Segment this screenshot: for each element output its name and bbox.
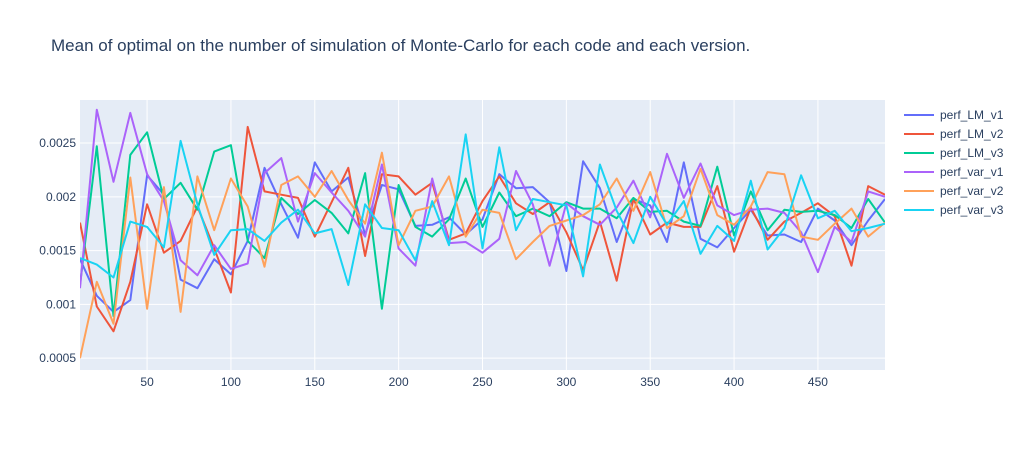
x-tick-label: 350 [640,375,660,389]
x-tick-label: 200 [389,375,409,389]
series-line-perf-var-v2 [80,151,885,359]
legend-label: perf_var_v3 [940,203,1004,217]
y-tick-label: 0.0015 [39,244,76,258]
legend-label: perf_LM_v1 [940,108,1004,122]
legend[interactable]: perf_LM_v1 perf_LM_v2 perf_LM_v3 perf_var_v… [904,108,1004,217]
series-line-perf-var-v3 [80,133,885,286]
legend-item-perf-var-v1[interactable]: perf_var_v1 [904,165,1004,179]
legend-item-perf-var-v2[interactable]: perf_var_v2 [904,184,1004,198]
y-tick-label: 0.0005 [39,351,76,365]
x-tick-label: 400 [724,375,744,389]
y-tick-label: 0.002 [46,190,76,204]
legend-label: perf_LM_v3 [940,146,1004,160]
legend-item-perf-LM-v1[interactable]: perf_LM_v1 [904,108,1004,122]
legend-item-perf-LM-v2[interactable]: perf_LM_v2 [904,127,1004,141]
y-axis: 0.0005 0.001 0.0015 0.002 0.0025 [39,136,76,365]
y-tick-label: 0.0025 [39,136,76,150]
x-tick-label: 250 [472,375,492,389]
y-tick-label: 0.001 [46,297,76,311]
x-tick-label: 300 [556,375,576,389]
x-tick-label: 50 [140,375,154,389]
series-lines [80,108,885,359]
x-tick-label: 450 [808,375,828,389]
x-axis: 50 100 150 200 250 300 350 400 450 [140,375,828,389]
x-tick-label: 150 [305,375,325,389]
series-line-perf-LM-v3 [80,131,885,318]
legend-label: perf_var_v1 [940,165,1004,179]
grid [80,100,885,370]
legend-label: perf_LM_v2 [940,127,1004,141]
chart-title: Mean of optimal on the number of simulat… [51,36,750,55]
series-line-perf-var-v1 [80,108,885,289]
legend-label: perf_var_v2 [940,184,1004,198]
legend-item-perf-LM-v3[interactable]: perf_LM_v3 [904,146,1004,160]
x-tick-label: 100 [221,375,241,389]
legend-item-perf-var-v3[interactable]: perf_var_v3 [904,203,1004,217]
